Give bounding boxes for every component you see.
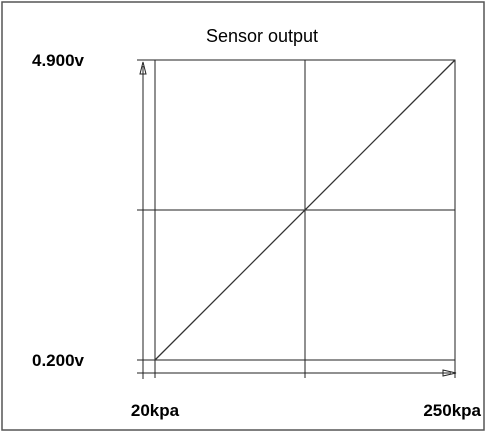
grid-layer [137,59,456,378]
series-line-0 [154,59,456,361]
chart-title: Sensor output [206,26,318,46]
x-tick-label: 250kpa [423,401,481,420]
axes-layer [137,61,457,379]
y-tick-label: 0.200v [32,351,85,370]
y-axis-arrow [139,61,147,75]
x-tick-label: 20kpa [131,401,180,420]
series-layer [154,59,456,361]
outer-frame [1,1,485,431]
y-tick-label: 4.900v [32,51,85,70]
x-axis-arrow [442,369,457,377]
label-layer: 0.200v 4.900v 20kpa 250kpa [32,51,482,420]
